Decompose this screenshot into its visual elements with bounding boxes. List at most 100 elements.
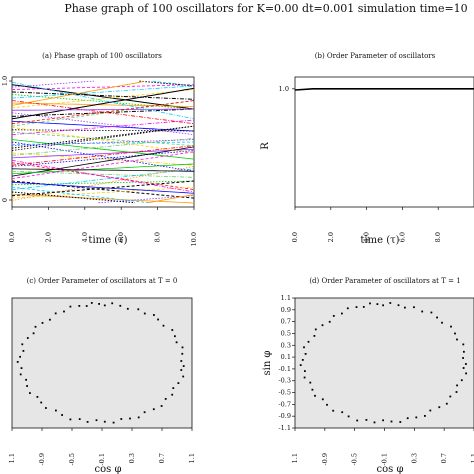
panel-c-point bbox=[177, 382, 180, 384]
panel-d-title: (d) Order Parameter of oscillators at T … bbox=[309, 277, 460, 285]
panel-d-x-label: cos φ bbox=[377, 464, 404, 474]
panel-a-x-tick-label: 8.0 bbox=[154, 232, 162, 242]
panel-b-x-tick-label: 6.0 bbox=[398, 232, 406, 242]
panel-a-x-tick-label: 4.0 bbox=[81, 232, 89, 242]
panel-a-series-line bbox=[11, 81, 195, 120]
panel-b: (b) Order Parameter of oscillators 0.0 2.… bbox=[260, 52, 474, 246]
panel-a-series-line bbox=[11, 120, 195, 132]
panel-d-point bbox=[382, 304, 384, 307]
panel-a-x-tick-label: 2.0 bbox=[44, 232, 52, 242]
panel-b-x-ticks: 0.0 2.0 4.0 6.0 8.0 bbox=[291, 207, 442, 242]
panel-d-point bbox=[450, 325, 452, 328]
panel-d-x-tick-label: 1.1 bbox=[291, 453, 299, 463]
panel-a-y-tick-label: 0 bbox=[1, 198, 9, 202]
panel-d-point bbox=[313, 335, 316, 337]
panel-c-point bbox=[112, 421, 115, 424]
panel-c-point bbox=[69, 305, 72, 308]
panel-c-point bbox=[180, 369, 183, 371]
panel-c-point bbox=[85, 305, 88, 307]
panel-a-series-line bbox=[11, 127, 195, 154]
panel-c-point bbox=[78, 305, 81, 307]
panel-a-series-line bbox=[11, 139, 195, 160]
panel-a-x-tick-label: 6.0 bbox=[117, 232, 125, 242]
panel-c-point bbox=[90, 302, 93, 304]
panel-d-y-tick-label: -0.5 bbox=[278, 389, 291, 397]
panel-b-title: (b) Order Parameter of oscillators bbox=[315, 52, 436, 60]
panel-a-series-line bbox=[11, 168, 195, 172]
panel-d-point bbox=[449, 395, 452, 398]
panel-c-point bbox=[26, 385, 28, 387]
panel-c-point bbox=[32, 332, 35, 335]
panel-c-point bbox=[137, 416, 140, 419]
panel-c-point bbox=[103, 420, 106, 423]
panel-a-series-line bbox=[11, 139, 195, 147]
panel-d-point bbox=[355, 306, 358, 308]
panel-a-series-line bbox=[11, 80, 195, 204]
panel-c-point bbox=[25, 378, 27, 381]
panel-d-point bbox=[321, 324, 324, 327]
panel-a-series-line bbox=[11, 100, 195, 125]
panel-c-point bbox=[174, 335, 176, 338]
panel-d-point bbox=[328, 320, 331, 323]
panel-a-series-line bbox=[11, 80, 195, 204]
panel-a-series-line bbox=[12, 129, 194, 132]
panel-d-point bbox=[332, 409, 335, 412]
panel-c-point bbox=[69, 418, 72, 421]
panel-d: (d) Order Parameter of oscillators at T … bbox=[262, 277, 474, 474]
panel-c-x-tick-label: 1.1 bbox=[8, 453, 16, 463]
panel-c-x-tick-label: 0.7 bbox=[158, 453, 166, 463]
panel-c-point bbox=[41, 322, 44, 324]
panel-a-x-label: time (τ) bbox=[88, 235, 127, 246]
panel-b-y-label: R bbox=[260, 142, 271, 150]
panel-d-point bbox=[421, 310, 424, 313]
panel-a-series-line bbox=[11, 145, 195, 166]
panel-c-point bbox=[20, 367, 23, 369]
panel-d-x-tick-label: -0.5 bbox=[351, 453, 359, 466]
panel-d-point bbox=[390, 420, 393, 423]
panel-c-point bbox=[40, 401, 43, 404]
panel-d-point bbox=[404, 306, 406, 309]
panel-c-point bbox=[22, 350, 25, 352]
panel-c-point bbox=[95, 419, 98, 422]
panel-c-x-ticks: 1.1 -0.9 -0.5 -0.1 0.3 0.7 1.1 bbox=[8, 428, 196, 466]
panel-d-point bbox=[436, 316, 438, 319]
panel-a-series-line bbox=[11, 89, 195, 109]
panel-a-series-line bbox=[11, 159, 195, 193]
panel-d-y-tick-label: 1.1 bbox=[281, 294, 291, 302]
panel-d-x-ticks: 1.1 -0.9 -0.5 -0.1 0.3 0.7 1.1 bbox=[291, 428, 474, 466]
panel-d-point bbox=[347, 415, 350, 418]
panel-c-point bbox=[45, 407, 47, 409]
panel-d-point bbox=[445, 402, 448, 405]
panel-a-series-line bbox=[11, 81, 195, 204]
panel-a-y-ticks: 01.0 bbox=[1, 76, 12, 202]
panel-d-point bbox=[397, 304, 400, 307]
panel-c-point bbox=[182, 375, 185, 378]
panel-d-point bbox=[373, 421, 376, 424]
panel-d-point bbox=[415, 416, 418, 419]
panel-d-point bbox=[346, 307, 349, 310]
panel-a-series-line bbox=[11, 137, 195, 156]
panel-a-series-line bbox=[11, 84, 195, 90]
panel-a-series-line bbox=[11, 146, 195, 177]
panel-d-point bbox=[463, 350, 465, 353]
panel-d-point bbox=[413, 306, 415, 309]
panel-c-point bbox=[21, 343, 24, 346]
panel-d-point bbox=[326, 403, 328, 406]
panel-c-point bbox=[86, 421, 89, 423]
panel-a-series-line bbox=[11, 152, 195, 166]
panel-a-series-line bbox=[11, 85, 195, 99]
panel-c-point bbox=[162, 324, 165, 327]
panel-d-y-ticks: 1.1 0.9 0.7 0.5 0.3 0.1 -0.1 -0.3 -0.5 -0.7 -0.9 -1… bbox=[278, 294, 295, 432]
panel-a-series-line bbox=[11, 162, 195, 190]
panel-d-point bbox=[460, 379, 463, 382]
panel-a-series-line bbox=[11, 150, 195, 167]
panel-c-point bbox=[55, 409, 57, 412]
panel-d-point bbox=[314, 328, 317, 331]
panel-d-point bbox=[429, 409, 432, 412]
panel-d-point bbox=[341, 411, 344, 414]
panel-a-series-line bbox=[11, 181, 195, 194]
panel-c-point bbox=[143, 411, 146, 414]
panel-d-point bbox=[456, 338, 458, 341]
panel-d-point bbox=[455, 391, 458, 393]
